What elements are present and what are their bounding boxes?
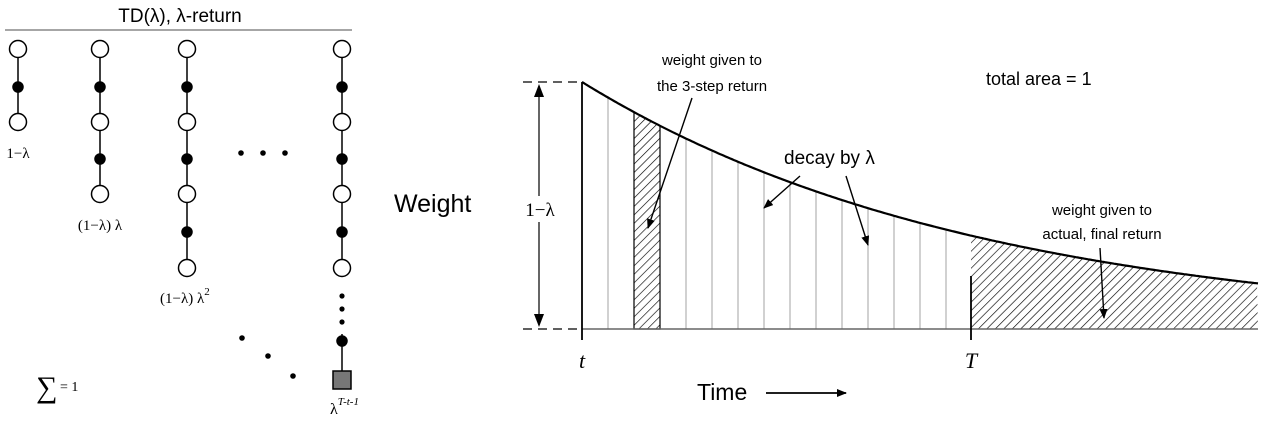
weight-label-2: (1−λ) λ [78, 218, 123, 234]
horizontal-ellipsis [238, 150, 288, 156]
hatched-final-return-region [971, 235, 1258, 329]
x-axis-label: Time [697, 379, 747, 405]
weight-label-final-base: λ [330, 401, 338, 418]
hatched-3-step-region [633, 111, 661, 330]
height-arrow-down [534, 314, 544, 327]
height-label-bg [518, 196, 562, 222]
annotation-decay: decay by λ [784, 148, 875, 169]
decay-pointer-2 [845, 175, 870, 246]
annotation-final-line2: actual, final return [1042, 226, 1161, 243]
y-axis-label: Weight [394, 190, 471, 218]
sum-symbol: ∑ [36, 371, 57, 404]
strip-lines [607, 97, 947, 329]
annotation-final-line1: weight given to [1051, 202, 1152, 219]
left-title: TD(λ), λ-return [118, 6, 242, 27]
weighting-plot: Weight 1−λ t T Time weight given to the … [394, 52, 1259, 405]
T-label: T [965, 348, 979, 373]
weight-label-3: (1−λ) λ2 [160, 286, 210, 307]
annotation-3-step-line1: weight given to [661, 52, 762, 69]
decay-curve [581, 81, 1259, 285]
weight-label-1: 1−λ [6, 146, 30, 162]
vertical-ellipsis [339, 293, 345, 325]
weight-label-3-base: (1−λ) λ [160, 291, 205, 307]
backup-2-step [90, 39, 110, 204]
height-label: 1−λ [525, 200, 555, 221]
annotation-3-step-line2: the 3-step return [657, 78, 767, 95]
weight-label-final-exp: T-t-1 [338, 396, 359, 408]
weight-label-3-exp: 2 [204, 286, 210, 298]
height-arrow-up [534, 84, 544, 97]
backup-full-return [332, 39, 352, 390]
annotation-3-step-pointer [647, 97, 693, 229]
weight-label-final: λT-t-1 [330, 396, 359, 418]
t-label: t [579, 348, 586, 373]
annotation-final-pointer [1099, 247, 1108, 319]
terminal-state-square [332, 370, 352, 390]
left-backup-diagram: TD(λ), λ-return 1−λ (1−λ) λ [5, 6, 359, 418]
annotation-total-area: total area = 1 [986, 69, 1092, 89]
diagonal-ellipsis [239, 335, 296, 379]
decay-pointer-1 [763, 175, 801, 209]
backup-3-step [177, 39, 197, 278]
sum-text: = 1 [60, 380, 78, 395]
backup-1-step [8, 39, 28, 132]
